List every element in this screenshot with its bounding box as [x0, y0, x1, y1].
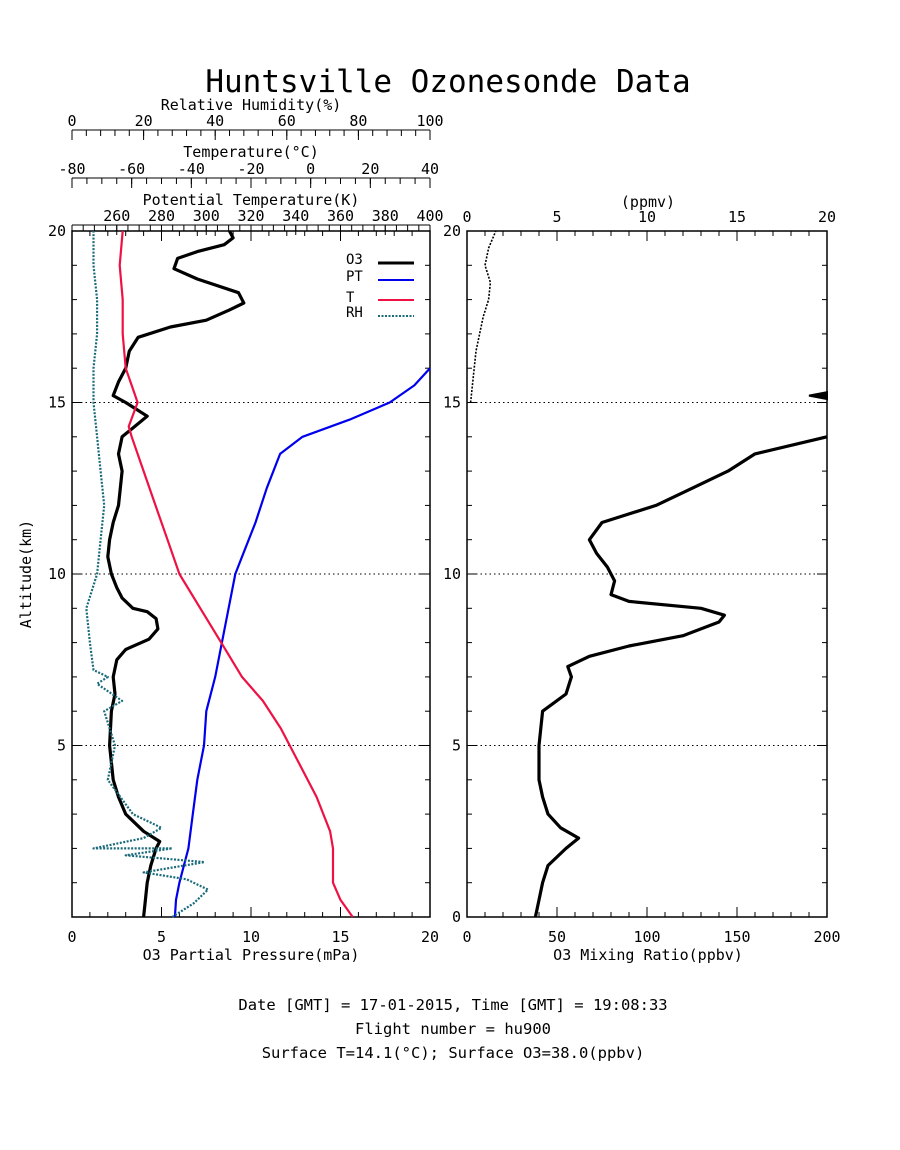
top-axis-tick-label: 360 — [327, 207, 354, 225]
series-line-ppmv — [469, 230, 497, 403]
o3-pp-tick-label: 20 — [421, 928, 439, 946]
ppmv-axis-label: (ppmv) — [621, 193, 675, 211]
legend-label-rh: RH — [346, 305, 363, 321]
ppmv-tick-label: 10 — [638, 208, 656, 226]
footer-flight-number: Flight number = hu900 — [355, 1020, 551, 1038]
ppmv-tick-label: 5 — [552, 208, 561, 226]
legend-label-t: T — [346, 290, 355, 306]
top-axis-tick-label: 40 — [421, 160, 439, 178]
right-altitude-tick-label: 10 — [443, 565, 461, 583]
top-axis-tick-label: -40 — [178, 160, 205, 178]
top-axis-tick-label: -80 — [58, 160, 85, 178]
temperature-axis-label: Temperature(°C) — [183, 143, 318, 161]
top-axis-tick-label: 260 — [103, 207, 130, 225]
top-axis-tick-label: 20 — [135, 112, 153, 130]
chart-title: Huntsville Ozonesonde Data — [205, 64, 690, 100]
mixing-ratio-tick-label: 150 — [723, 928, 750, 946]
series-line-rh — [85, 231, 210, 918]
series-line-pt — [173, 367, 431, 918]
legend: O3 PT T RH — [346, 252, 363, 321]
series-line-mixing-ratio — [533, 435, 828, 918]
top-axis-tick-label: 320 — [237, 207, 264, 225]
right-altitude-tick-label: 0 — [452, 908, 461, 926]
mixing-ratio-tick-label: 200 — [813, 928, 840, 946]
right-altitude-tick-label: 20 — [443, 222, 461, 240]
altitude-tick-label: 10 — [48, 565, 66, 583]
potential-temperature-axis-label: Potential Temperature(K) — [143, 191, 360, 209]
top-axis-tick-label: 40 — [206, 112, 224, 130]
top-axis-tick-label: -60 — [118, 160, 145, 178]
o3-pp-tick-label: 0 — [67, 928, 76, 946]
top-axis-tick-label: 380 — [372, 207, 399, 225]
altitude-tick-label: 15 — [48, 394, 66, 412]
o3-partial-pressure-label: O3 Partial Pressure(mPa) — [143, 946, 360, 964]
altitude-tick-label: 5 — [57, 737, 66, 755]
top-axis-tick-label: 340 — [282, 207, 309, 225]
top-axis-tick-label: -20 — [237, 160, 264, 178]
top-axis-tick-label: 0 — [306, 160, 315, 178]
ppmv-tick-label: 0 — [462, 208, 471, 226]
top-axis-tick-label: 100 — [416, 112, 443, 130]
footer-surface-values: Surface T=14.1(°C); Surface O3=38.0(ppbv… — [262, 1044, 645, 1062]
o3-pp-tick-label: 10 — [242, 928, 260, 946]
top-axis-tick-label: 280 — [148, 207, 175, 225]
altitude-tick-label: 20 — [48, 222, 66, 240]
altitude-label: Altitude(km) — [17, 520, 35, 628]
ppmv-tick-label: 20 — [818, 208, 836, 226]
series-line-t — [118, 230, 354, 918]
rh-axis-label: Relative Humidity(%) — [161, 96, 342, 114]
o3-pp-tick-label: 15 — [331, 928, 349, 946]
top-axis-tick-label: 400 — [416, 207, 443, 225]
legend-label-pt: PT — [346, 269, 363, 285]
mixing-ratio-tick-label: 0 — [462, 928, 471, 946]
right-altitude-tick-label: 15 — [443, 394, 461, 412]
footer-date-time: Date [GMT] = 17-01-2015, Time [GMT] = 19… — [238, 996, 667, 1014]
right-altitude-tick-label: 5 — [452, 737, 461, 755]
legend-label-o3: O3 — [346, 252, 363, 268]
top-axis-tick-label: 20 — [361, 160, 379, 178]
mixing-ratio-tick-label: 100 — [633, 928, 660, 946]
top-axis-tick-label: 300 — [193, 207, 220, 225]
o3-pp-tick-label: 5 — [157, 928, 166, 946]
series-line-o3 — [106, 230, 246, 918]
ppmv-tick-label: 15 — [728, 208, 746, 226]
o3-mixing-ratio-label: O3 Mixing Ratio(ppbv) — [553, 946, 743, 964]
mixing-ratio-tick-label: 50 — [548, 928, 566, 946]
top-axis-tick-label: 80 — [349, 112, 367, 130]
top-axis-tick-label: 60 — [278, 112, 296, 130]
top-axis-tick-label: 0 — [67, 112, 76, 130]
ppmv-spike — [808, 391, 828, 401]
